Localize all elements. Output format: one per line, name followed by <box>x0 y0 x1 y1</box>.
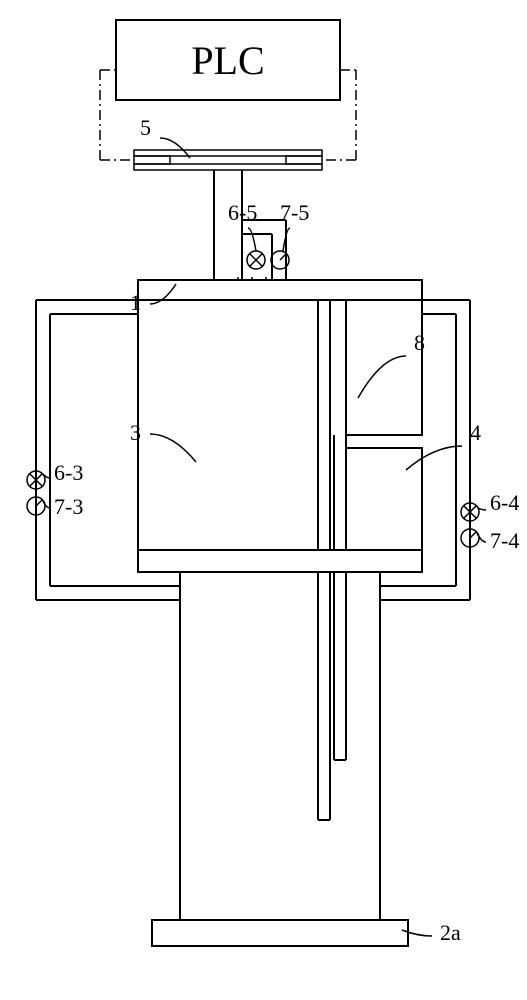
chamber-4 <box>346 448 422 550</box>
chamber-3 <box>138 300 318 550</box>
technical-diagram: PLC 5 6-5 7-5 1 8 3 4 6-3 7-3 6-4 7-4 2a <box>0 0 527 1000</box>
callout-3: 3 <box>130 420 196 462</box>
svg-text:7-5: 7-5 <box>280 200 309 225</box>
svg-text:8: 8 <box>414 330 425 355</box>
svg-text:2a: 2a <box>440 920 461 945</box>
svg-text:6-5: 6-5 <box>228 200 257 225</box>
callout-2a: 2a <box>402 920 461 945</box>
svg-text:6-3: 6-3 <box>54 460 83 485</box>
svg-text:1: 1 <box>130 290 141 315</box>
callout-5: 5 <box>140 115 190 158</box>
svg-text:7-4: 7-4 <box>490 528 519 553</box>
callout-6-4: 6-4 <box>478 490 519 515</box>
chamber-8 <box>346 300 422 435</box>
svg-text:7-3: 7-3 <box>54 494 83 519</box>
callout-7-4: 7-4 <box>477 528 519 553</box>
svg-text:5: 5 <box>140 115 151 140</box>
svg-text:3: 3 <box>130 420 141 445</box>
top-plate-1 <box>138 280 422 300</box>
plc-label: PLC <box>191 38 264 83</box>
svg-text:6-4: 6-4 <box>490 490 519 515</box>
callout-7-3: 7-3 <box>42 494 83 519</box>
callout-8: 8 <box>358 330 425 398</box>
svg-text:4: 4 <box>470 420 481 445</box>
callout-7-5: 7-5 <box>280 200 309 251</box>
valve-6-5 <box>247 251 265 269</box>
bottom-plate-2a <box>152 920 408 946</box>
